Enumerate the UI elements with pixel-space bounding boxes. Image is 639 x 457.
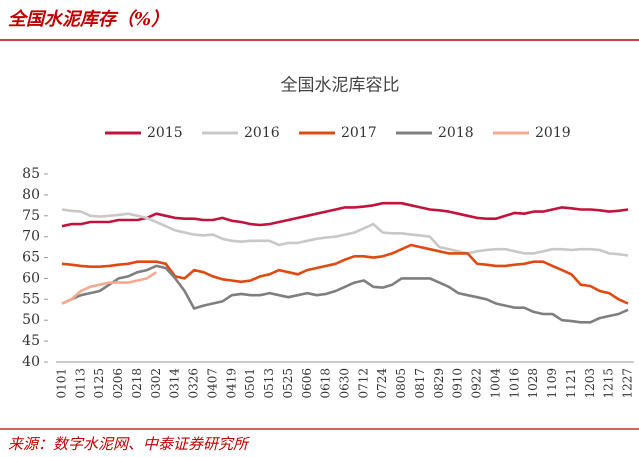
series-line	[61, 243, 629, 305]
x-tick-label: 0618	[319, 368, 333, 399]
legend-label: 2019	[535, 125, 571, 141]
series-line	[61, 208, 629, 257]
x-tick-label: 0805	[394, 368, 408, 399]
x-tick-label: 0513	[262, 368, 276, 399]
x-tick-label: 0302	[149, 368, 163, 399]
x-tick-label: 0206	[111, 368, 125, 399]
y-tick-label: 50	[22, 312, 40, 328]
x-tick-label: 0817	[413, 368, 427, 399]
x-tick-label: 0630	[338, 368, 352, 399]
x-tick-label: 0525	[281, 368, 295, 399]
header-title: 全国水泥库存（%）	[8, 9, 169, 30]
series-line	[61, 201, 629, 228]
y-tick-label: 85	[22, 166, 40, 182]
legend-label: 2018	[438, 125, 474, 141]
y-tick-label: 70	[22, 229, 40, 245]
x-tick-label: 1215	[602, 368, 616, 399]
x-tick-label: 1109	[545, 368, 559, 399]
x-tick-label: 1227	[621, 368, 635, 399]
y-tick-label: 65	[22, 250, 40, 266]
x-tick-label: 0910	[451, 368, 465, 399]
x-tick-label: 0326	[187, 368, 201, 399]
x-tick-label: 1121	[564, 368, 578, 399]
legend-label: 2016	[244, 125, 280, 141]
x-tick-label: 0724	[375, 368, 389, 399]
series-line	[61, 264, 629, 324]
x-tick-label: 0125	[92, 368, 106, 399]
source: 来源：数字水泥网、中泰证券研究所	[8, 435, 250, 453]
x-tick-label: 1016	[507, 368, 521, 399]
x-tick-label: 0712	[356, 368, 370, 399]
x-tick-label: 0314	[168, 368, 182, 399]
x-tick-label: 0922	[470, 368, 484, 399]
x-tick-label: 1028	[526, 368, 540, 399]
y-tick-label: 45	[22, 333, 40, 349]
y-tick-label: 60	[22, 270, 40, 286]
x-tick-label: 0419	[224, 368, 238, 399]
x-tick-label: 0101	[55, 368, 69, 399]
chart-title: 全国水泥库容比	[281, 76, 400, 96]
x-tick-label: 0501	[243, 368, 257, 399]
x-tick-label: 1203	[583, 368, 597, 399]
x-tick-label: 1004	[488, 368, 502, 399]
x-tick-label: 0829	[432, 368, 446, 399]
x-tick-label: 0218	[130, 368, 144, 399]
y-tick-label: 80	[22, 187, 40, 203]
x-tick-label: 0113	[73, 368, 87, 399]
y-tick-label: 40	[22, 354, 40, 370]
x-tick-label: 0407	[205, 368, 219, 399]
y-tick-label: 75	[22, 208, 40, 224]
legend-label: 2017	[341, 125, 377, 141]
y-tick-label: 55	[22, 291, 40, 307]
legend-label: 2015	[147, 125, 183, 141]
x-tick-label: 0606	[300, 368, 314, 399]
series-line	[61, 271, 158, 305]
